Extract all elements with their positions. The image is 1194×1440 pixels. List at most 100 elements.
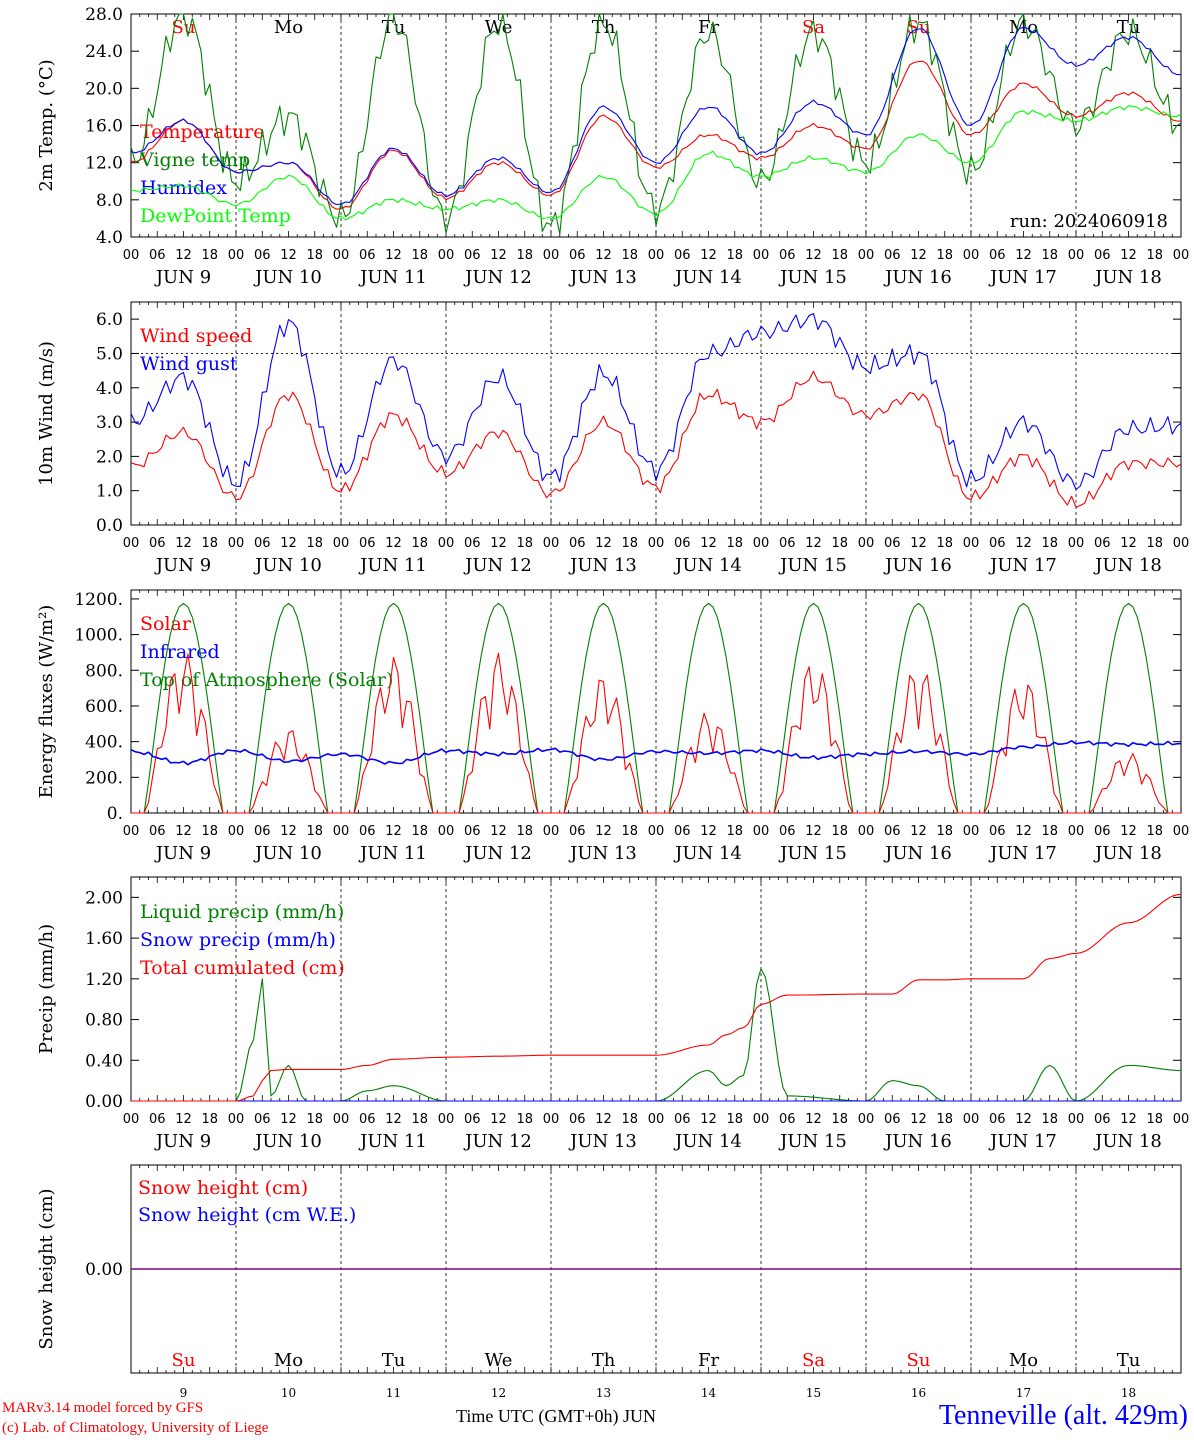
hour-tick-label: 12 <box>280 248 297 263</box>
hour-tick-label: 00 <box>1068 1112 1085 1127</box>
date-label: JUN 16 <box>883 1131 952 1152</box>
hour-tick-label: 18 <box>306 536 323 551</box>
hour-tick-label: 00 <box>543 1112 560 1127</box>
hour-tick-label: 00 <box>963 1112 980 1127</box>
legend-total-cumulated-cm-: Total cumulated (cm) <box>140 957 345 979</box>
hour-tick-label: 06 <box>779 536 796 551</box>
hour-tick-label: 18 <box>411 536 428 551</box>
hour-tick-label: 12 <box>175 536 192 551</box>
series-line-infrared <box>130 739 1182 766</box>
plot-frame <box>130 589 1182 814</box>
hour-tick-label: 12 <box>805 248 822 263</box>
weekday-label-bottom: Sa <box>802 1350 825 1371</box>
hour-tick-label: 00 <box>123 824 140 839</box>
hour-tick-label: 06 <box>989 248 1006 263</box>
hour-tick-label: 00 <box>228 248 245 263</box>
hour-tick-label: 18 <box>411 1112 428 1127</box>
hour-tick-label: 06 <box>1094 824 1111 839</box>
day-number-label: 18 <box>1121 1386 1136 1400</box>
y-tick-label: 16.0 <box>85 117 123 137</box>
date-label: JUN 12 <box>463 1131 532 1152</box>
hour-tick-label: 18 <box>936 248 953 263</box>
y-tick-label: 0.00 <box>85 1260 123 1280</box>
hour-tick-label: 06 <box>1094 1112 1111 1127</box>
date-label: JUN 13 <box>568 843 637 864</box>
hour-tick-label: 12 <box>1120 536 1137 551</box>
hour-tick-label: 06 <box>149 248 166 263</box>
hour-tick-label: 00 <box>753 1112 770 1127</box>
legend-snow-height-cm-: Snow height (cm) <box>138 1177 308 1199</box>
y-axis-title: 10m Wind (m/s) <box>36 341 57 486</box>
hour-tick-label: 00 <box>1173 536 1190 551</box>
hour-tick-label: 06 <box>674 824 691 839</box>
hour-tick-label: 00 <box>543 248 560 263</box>
date-label: JUN 15 <box>778 267 847 288</box>
y-tick-label: 3.0 <box>96 413 123 433</box>
hour-tick-label: 00 <box>123 536 140 551</box>
y-tick-label: 24.0 <box>85 42 123 62</box>
hour-tick-label: 18 <box>1041 824 1058 839</box>
hour-tick-label: 00 <box>333 1112 350 1127</box>
lab-credit: (c) Lab. of Climatology, University of L… <box>2 1420 269 1436</box>
hour-tick-label: 18 <box>726 536 743 551</box>
hour-tick-label: 00 <box>228 536 245 551</box>
hour-tick-label: 12 <box>175 248 192 263</box>
y-tick-label: 20.0 <box>85 79 123 99</box>
date-label: JUN 12 <box>463 267 532 288</box>
run-annotation: run: 2024060918 <box>1010 211 1168 232</box>
day-number-label: 11 <box>386 1386 401 1400</box>
hour-tick-label: 12 <box>1120 248 1137 263</box>
hour-tick-label: 18 <box>936 824 953 839</box>
y-tick-label: 2.0 <box>96 447 123 467</box>
hour-tick-label: 12 <box>385 824 402 839</box>
hour-tick-label: 06 <box>464 248 481 263</box>
date-label: JUN 11 <box>358 843 427 864</box>
weekday-label-top: Su <box>172 17 196 38</box>
weekday-label-top: Tu <box>1117 17 1141 38</box>
day-number-label: 16 <box>911 1386 926 1400</box>
hour-tick-label: 12 <box>700 536 717 551</box>
hour-tick-label: 12 <box>700 824 717 839</box>
hour-tick-label: 00 <box>963 536 980 551</box>
date-label: JUN 14 <box>673 843 742 864</box>
hour-tick-label: 18 <box>726 1112 743 1127</box>
hour-tick-label: 18 <box>621 536 638 551</box>
y-axis-title: Precip (mm/h) <box>36 924 57 1054</box>
panel-4: 0.00 0.40 0.80 1.20 1.60 2.00 Precip (mm/h) 00 0… <box>36 876 1189 1152</box>
hour-tick-label: 12 <box>175 1112 192 1127</box>
date-label: JUN 17 <box>988 843 1057 864</box>
day-number-label: 12 <box>491 1386 506 1400</box>
hour-tick-label: 18 <box>831 248 848 263</box>
hour-tick-label: 00 <box>438 248 455 263</box>
day-number-label: 15 <box>806 1386 821 1400</box>
legend-temperature: Temperature <box>140 121 264 143</box>
hour-tick-label: 18 <box>1146 1112 1163 1127</box>
series-line-total-cumulated-cm- <box>131 893 1182 1102</box>
y-tick-label: 400. <box>85 733 123 753</box>
hour-tick-label: 00 <box>858 248 875 263</box>
hour-tick-label: 06 <box>884 536 901 551</box>
panel-5: 0.00 Snow height (cm) Snow height (cm) Snow… <box>36 1164 1182 1374</box>
y-axis-title: Snow height (cm) <box>36 1188 57 1349</box>
date-label: JUN 18 <box>1093 843 1162 864</box>
hour-tick-label: 12 <box>910 248 927 263</box>
hour-tick-label: 18 <box>726 824 743 839</box>
hour-tick-label: 12 <box>490 1112 507 1127</box>
plot-frame <box>130 301 1182 526</box>
date-label: JUN 11 <box>358 1131 427 1152</box>
series-line-wind-speed <box>130 370 1182 508</box>
hour-tick-label: 18 <box>726 248 743 263</box>
hour-tick-label: 18 <box>306 248 323 263</box>
hour-tick-label: 06 <box>779 248 796 263</box>
hour-tick-label: 00 <box>543 824 560 839</box>
hour-tick-label: 18 <box>306 824 323 839</box>
hour-tick-label: 00 <box>1068 824 1085 839</box>
hour-tick-label: 12 <box>1015 248 1032 263</box>
weekday-label-bottom: Fr <box>698 1350 719 1371</box>
day-number-label: 17 <box>1016 1386 1031 1400</box>
hour-tick-label: 18 <box>411 248 428 263</box>
hour-tick-label: 06 <box>779 1112 796 1127</box>
hour-tick-label: 18 <box>516 824 533 839</box>
y-tick-label: 1.20 <box>85 970 123 990</box>
plot-frame <box>130 13 1182 238</box>
